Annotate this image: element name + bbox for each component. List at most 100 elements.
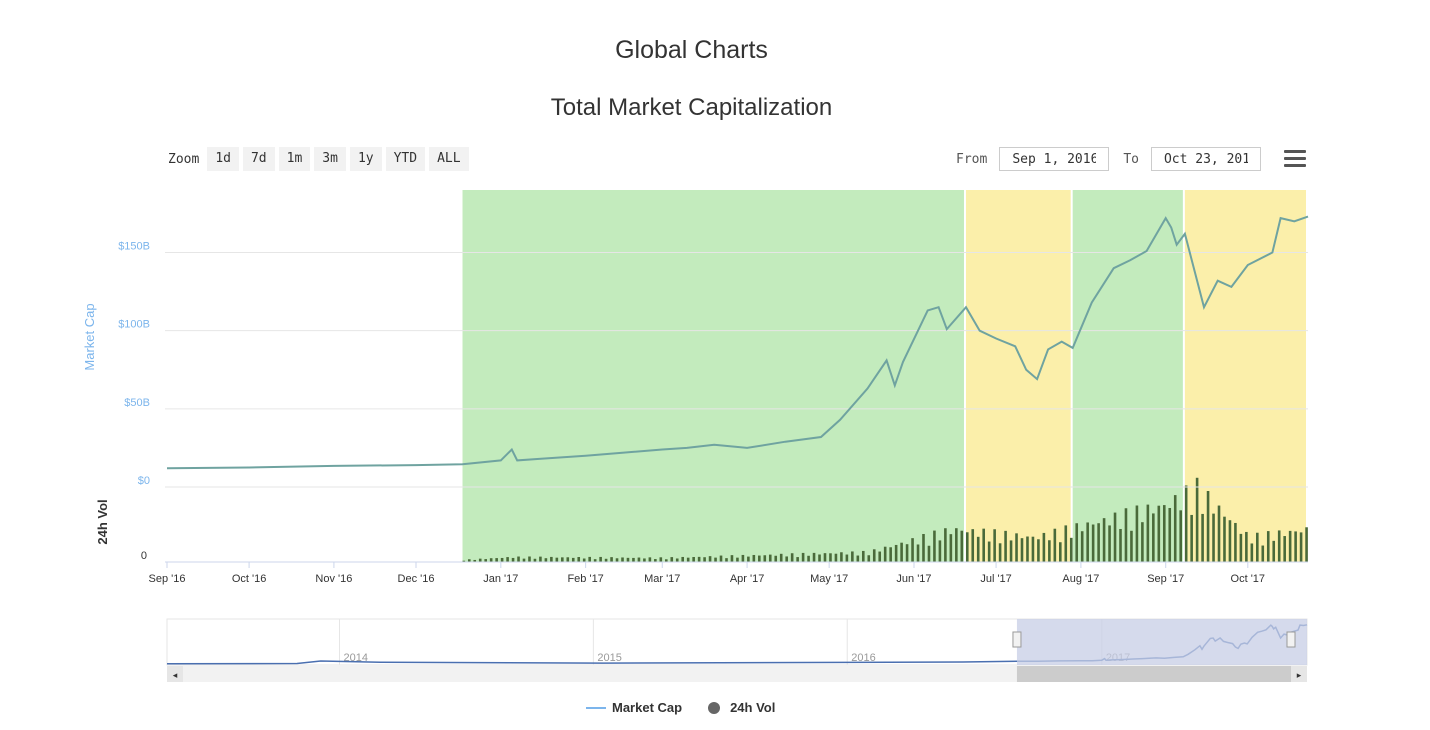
volume-bar xyxy=(1201,513,1204,562)
volume-bar xyxy=(1266,531,1270,562)
x-tick-label: Sep '17 xyxy=(1147,573,1184,585)
y-axis-title: Market Cap xyxy=(82,303,97,370)
date-range: From To xyxy=(956,146,1261,172)
volume-bar xyxy=(500,557,504,562)
volume-bar xyxy=(1102,518,1106,562)
volume-bars xyxy=(462,477,1308,562)
volume-bar xyxy=(1228,520,1232,562)
volume-bar xyxy=(851,551,854,562)
volume-bar xyxy=(944,528,947,562)
x-tick-label: Dec '16 xyxy=(398,573,435,585)
volume-bar xyxy=(894,544,898,562)
navigator-left-handle[interactable] xyxy=(1012,631,1022,648)
volume-bar xyxy=(834,553,838,562)
volume-bar xyxy=(779,553,783,562)
volume-bar xyxy=(604,558,608,562)
volume-bar xyxy=(1283,536,1286,562)
x-tick-label: Feb '17 xyxy=(567,573,603,585)
volume-bar xyxy=(555,557,559,562)
volume-bar xyxy=(1223,516,1226,562)
volume-bar xyxy=(528,556,531,562)
x-tick-label: Aug '17 xyxy=(1062,573,1099,585)
volume-bar xyxy=(747,556,750,562)
volume-bar xyxy=(1305,527,1308,562)
volume-bar xyxy=(703,557,706,562)
market-cap-line xyxy=(166,215,1309,470)
scroll-right-button[interactable] xyxy=(1291,666,1307,682)
volume-bar xyxy=(648,557,652,562)
volume-bar xyxy=(1015,533,1018,562)
legend: Market Cap 24h Vol xyxy=(586,700,801,715)
zoom-all-button[interactable]: ALL xyxy=(429,147,469,171)
volume-bar xyxy=(993,529,996,562)
volume-bar xyxy=(927,545,931,562)
volume-bar xyxy=(1195,477,1199,562)
volume-bar xyxy=(495,558,498,562)
volume-bar xyxy=(1031,536,1035,562)
legend-label-market-cap: Market Cap xyxy=(612,700,683,715)
volume-bar xyxy=(883,546,887,562)
volume-bar xyxy=(840,552,843,562)
zoom-1d-button[interactable]: 1d xyxy=(207,147,239,171)
volume-bar xyxy=(1239,533,1243,562)
volume-axis-title: 24h Vol xyxy=(95,499,110,544)
navigator-right-handle[interactable] xyxy=(1286,631,1296,648)
to-date-input[interactable] xyxy=(1150,147,1261,171)
volume-bar xyxy=(976,536,980,562)
y-tick-label: $100B xyxy=(118,319,150,331)
volume-bar xyxy=(654,559,657,562)
volume-bar xyxy=(511,557,515,562)
volume-bar xyxy=(861,550,865,562)
volume-bar xyxy=(686,557,690,562)
volume-bar xyxy=(571,557,575,562)
volume-bar xyxy=(697,556,701,562)
volume-bar xyxy=(955,528,958,562)
volume-bar xyxy=(692,556,695,562)
volume-bar xyxy=(752,554,756,562)
legend-item-market-cap[interactable]: Market Cap xyxy=(586,700,682,715)
volume-bar xyxy=(867,555,871,562)
x-tick-label: Jun '17 xyxy=(896,573,931,585)
legend-item-vol[interactable]: 24h Vol xyxy=(708,700,775,715)
from-label: From xyxy=(956,151,988,167)
volume-bar xyxy=(730,555,734,562)
volume-bar xyxy=(478,558,482,562)
volume-bar xyxy=(539,556,542,562)
volume-bar xyxy=(856,555,860,562)
volume-bar xyxy=(599,556,602,562)
scroll-left-arrow-icon: ◂ xyxy=(173,670,178,680)
volume-bar xyxy=(484,559,488,562)
scroll-right-arrow-icon: ▸ xyxy=(1297,670,1302,680)
volume-bar xyxy=(1288,530,1292,562)
volume-bar xyxy=(1299,532,1303,562)
zoom-1y-button[interactable]: 1y xyxy=(349,147,382,171)
zoom-ytd-button[interactable]: YTD xyxy=(385,147,426,171)
volume-bar xyxy=(533,558,537,562)
volume-bar xyxy=(1130,530,1133,562)
volume-bar xyxy=(621,557,624,562)
scrollbar-thumb[interactable] xyxy=(1016,666,1291,682)
volume-bar xyxy=(561,557,564,562)
navigator-selection[interactable] xyxy=(1016,619,1307,665)
volume-bar xyxy=(725,558,728,562)
volume-bar xyxy=(659,557,663,562)
volume-bar xyxy=(1009,540,1013,562)
zoom-7d-button[interactable]: 7d xyxy=(242,147,275,171)
volume-bar xyxy=(670,557,674,562)
from-date-input[interactable] xyxy=(999,147,1110,171)
volume-bar xyxy=(1042,532,1046,562)
zoom-bar: Zoom 1d 7d 1m 3m 1y YTD ALL xyxy=(168,146,469,172)
zoom-3m-button[interactable]: 3m xyxy=(314,147,346,171)
scroll-left-button[interactable] xyxy=(167,666,183,682)
volume-bar xyxy=(1168,507,1172,562)
volume-bar xyxy=(949,534,953,562)
zoom-1m-button[interactable]: 1m xyxy=(278,147,311,171)
volume-bar xyxy=(987,541,991,562)
x-tick-label: Sep '16 xyxy=(149,573,186,585)
volume-bar xyxy=(900,542,903,562)
volume-bar xyxy=(1064,525,1068,562)
volume-bar xyxy=(1234,522,1237,562)
chart-menu-icon[interactable] xyxy=(1284,150,1306,170)
volume-bar xyxy=(982,528,985,562)
volume-bar xyxy=(632,557,635,562)
